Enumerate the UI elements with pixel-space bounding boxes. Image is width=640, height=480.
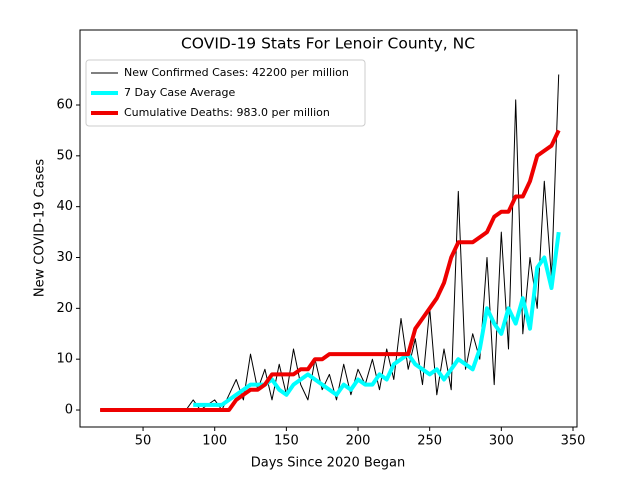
x-tick-label: 300 [489,434,514,449]
series-line [100,129,561,412]
x-axis-label: Days Since 2020 Began [251,456,406,471]
y-tick-label: 30 [56,250,73,265]
y-tick-label: 20 [56,301,73,316]
legend-label: New Confirmed Cases: 42200 per million [124,66,349,79]
series-line [193,231,561,407]
x-tick-label: 50 [135,434,152,449]
y-tick-label: 40 [56,199,73,214]
y-tick-label: 50 [56,148,73,163]
x-tick-label: 350 [561,434,586,449]
x-tick-label: 150 [274,434,299,449]
y-tick-label: 60 [56,97,73,112]
y-tick-label: 10 [56,352,73,367]
legend-label: Cumulative Deaths: 983.0 per million [124,106,330,119]
y-axis-label: New COVID-19 Cases [33,159,48,297]
x-tick-label: 250 [417,434,442,449]
y-tick-label: 0 [65,403,73,418]
legend-box [85,59,366,127]
plot-frame [79,29,578,428]
x-tick-label: 100 [202,434,227,449]
x-tick-label: 200 [346,434,371,449]
legend-label: 7 Day Case Average [124,86,236,99]
chart-title: COVID-19 Stats For Lenoir County, NC [181,35,475,53]
